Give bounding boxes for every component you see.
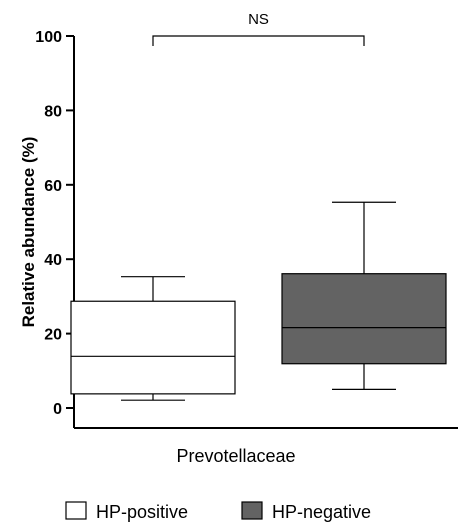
y-axis-label: Relative abundance (%) [19,137,38,328]
legend-swatch-hp-positive [65,501,87,520]
legend-label-hp-positive: HP-positive [96,502,188,522]
legend-label-hp-negative: HP-negative [272,502,371,522]
legend: HP-positive HP-negative [65,501,371,522]
y-tick-label: 0 [53,401,62,418]
boxes [70,201,447,401]
legend-swatch-hp-negative [241,501,263,520]
y-tick-label: 100 [35,29,62,46]
y-tick-label: 60 [44,178,62,195]
hp-negative-box [281,273,447,365]
y-tick-label: 40 [44,252,62,269]
y-tick-label: 80 [44,103,62,120]
y-ticks: 0 20 40 60 80 100 [35,29,74,418]
bracket-line [152,35,365,46]
significance-bracket: NS [152,11,365,46]
x-axis-label: Prevotellaceae [176,446,295,466]
hp-positive-box [70,300,236,395]
y-tick-label: 20 [44,327,62,344]
significance-label: NS [248,11,269,28]
